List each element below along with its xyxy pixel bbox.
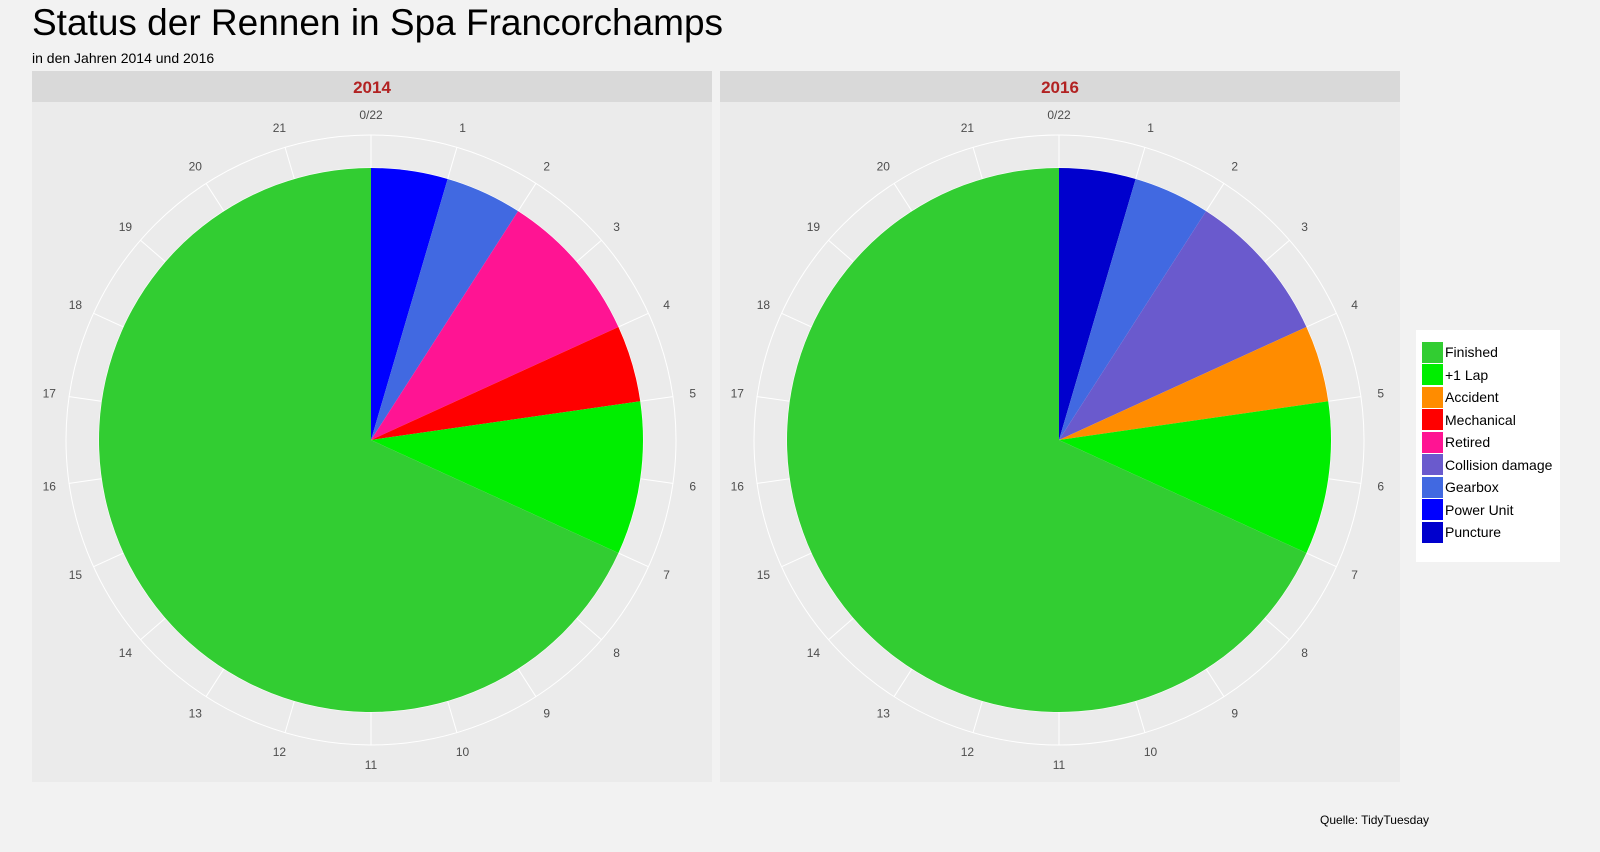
angular-tick-label: 6 — [689, 479, 696, 493]
angular-tick-label: 13 — [189, 706, 203, 720]
angular-tick-label: 14 — [119, 646, 133, 660]
legend-swatch — [1422, 341, 1443, 363]
angular-tick-label: 19 — [807, 220, 821, 234]
angular-tick-label: 12 — [961, 745, 975, 759]
legend-item: Puncture — [1422, 521, 1501, 543]
angular-tick-label: 9 — [1231, 706, 1238, 720]
angular-tick-label: 15 — [757, 568, 771, 582]
legend-label: Finished — [1445, 344, 1498, 360]
angular-tick-label: 16 — [43, 479, 57, 493]
angular-tick-label: 8 — [1301, 646, 1308, 660]
angular-tick-label: 2 — [1231, 160, 1238, 174]
pie-slice-retired — [371, 211, 619, 440]
legend-swatch — [1422, 476, 1443, 498]
angular-tick-label: 7 — [663, 568, 670, 582]
angular-tick-label: 8 — [613, 646, 620, 660]
legend-swatch — [1422, 386, 1443, 408]
angular-tick-label: 3 — [613, 220, 620, 234]
legend-item: Gearbox — [1422, 476, 1499, 498]
angular-tick-label: 20 — [877, 160, 891, 174]
pie-slice-power-unit — [371, 168, 448, 440]
chart-caption: Quelle: TidyTuesday — [1320, 813, 1429, 827]
legend-label: Collision damage — [1445, 456, 1553, 473]
facet-panel-2016: 2016 0/22 1 2 3 4 5 6 7 8 9 10 11 12 13 14 15 16 17 18 19 20… — [720, 71, 1400, 782]
angular-tick-label: 19 — [119, 220, 133, 234]
pie-slice--1-lap — [1059, 401, 1331, 553]
legend-item: +1 Lap — [1422, 364, 1488, 386]
legend: Finished +1 Lap Accident Mechanical Retired C… — [1416, 330, 1560, 562]
angular-tick-label: 21 — [961, 121, 975, 135]
legend-label: Gearbox — [1445, 479, 1499, 495]
angular-tick-label: 2 — [543, 160, 550, 174]
legend-swatch — [1422, 409, 1443, 430]
legend-item: Retired — [1422, 431, 1490, 453]
pie-slice-collision-damage — [1059, 211, 1307, 440]
angular-tick-label: 15 — [69, 568, 83, 582]
angular-tick-label: 17 — [43, 387, 57, 401]
pie-slice-gearbox — [371, 179, 519, 440]
angular-tick-label: 10 — [456, 745, 470, 759]
legend-swatch — [1422, 431, 1443, 453]
legend-label: Puncture — [1445, 524, 1502, 540]
angular-tick-label: 0/22 — [1047, 108, 1071, 122]
legend-item: Mechanical — [1422, 409, 1516, 431]
angular-tick-label: 7 — [1351, 568, 1358, 582]
legend-item: Accident — [1422, 386, 1499, 408]
angular-tick-label: 1 — [1147, 121, 1154, 135]
legend-swatch — [1422, 454, 1443, 475]
legend-item: Collision damage — [1422, 454, 1552, 476]
legend-label: Retired — [1445, 434, 1491, 450]
angular-tick-label: 5 — [689, 387, 696, 401]
angular-tick-label: 1 — [459, 121, 466, 135]
angular-tick-label: 18 — [69, 298, 83, 312]
pie-slice-finished — [787, 168, 1307, 712]
angular-tick-label: 18 — [757, 298, 771, 312]
legend-label: +1 Lap — [1445, 366, 1489, 383]
angular-tick-label: 14 — [807, 646, 821, 660]
angular-tick-label: 3 — [1301, 220, 1308, 234]
angular-tick-label: 20 — [189, 160, 203, 174]
angular-tick-label: 13 — [877, 706, 891, 720]
angular-tick-label: 9 — [543, 706, 550, 720]
angular-tick-label: 11 — [1053, 758, 1066, 772]
angular-tick-label: 17 — [731, 387, 745, 401]
pie-slice-gearbox — [1059, 179, 1207, 440]
legend-swatch — [1422, 521, 1443, 543]
pie-slice--1-lap — [371, 401, 643, 553]
legend-label: Mechanical — [1445, 411, 1516, 428]
angular-tick-label: 10 — [1144, 745, 1158, 759]
legend-swatch — [1422, 364, 1443, 385]
pie-slice-finished — [99, 168, 619, 712]
angular-tick-label: 16 — [731, 479, 745, 493]
chart-subtitle: in den Jahren 2014 und 2016 — [32, 50, 215, 66]
angular-tick-label: 12 — [273, 745, 287, 759]
legend-label: Power Unit — [1445, 501, 1514, 518]
angular-tick-label: 11 — [365, 758, 378, 772]
legend-item: Power Unit — [1422, 499, 1513, 521]
angular-tick-label: 21 — [273, 121, 287, 135]
legend-item: Finished — [1422, 341, 1498, 363]
pie-slice-mechanical — [371, 327, 641, 440]
facet-panel-2014: 2014 0/22 1 2 3 4 5 6 7 8 9 10 11 12 13 14 15 16 17 18 19 20… — [32, 71, 712, 782]
chart-title: Status der Rennen in Spa Francorchamps — [32, 2, 724, 43]
legend-label: Accident — [1445, 389, 1499, 405]
facet-strip-label: 2016 — [720, 71, 1400, 102]
angular-tick-label: 4 — [1351, 298, 1358, 312]
angular-tick-label: 0/22 — [359, 108, 383, 122]
facet-strip-label: 2014 — [32, 71, 712, 102]
angular-tick-label: 6 — [1377, 479, 1384, 493]
angular-tick-label: 4 — [663, 298, 670, 312]
pie-slice-accident — [1059, 327, 1329, 440]
legend-swatch — [1422, 499, 1443, 520]
pie-slice-puncture — [1059, 168, 1136, 440]
angular-tick-label: 5 — [1377, 387, 1384, 401]
